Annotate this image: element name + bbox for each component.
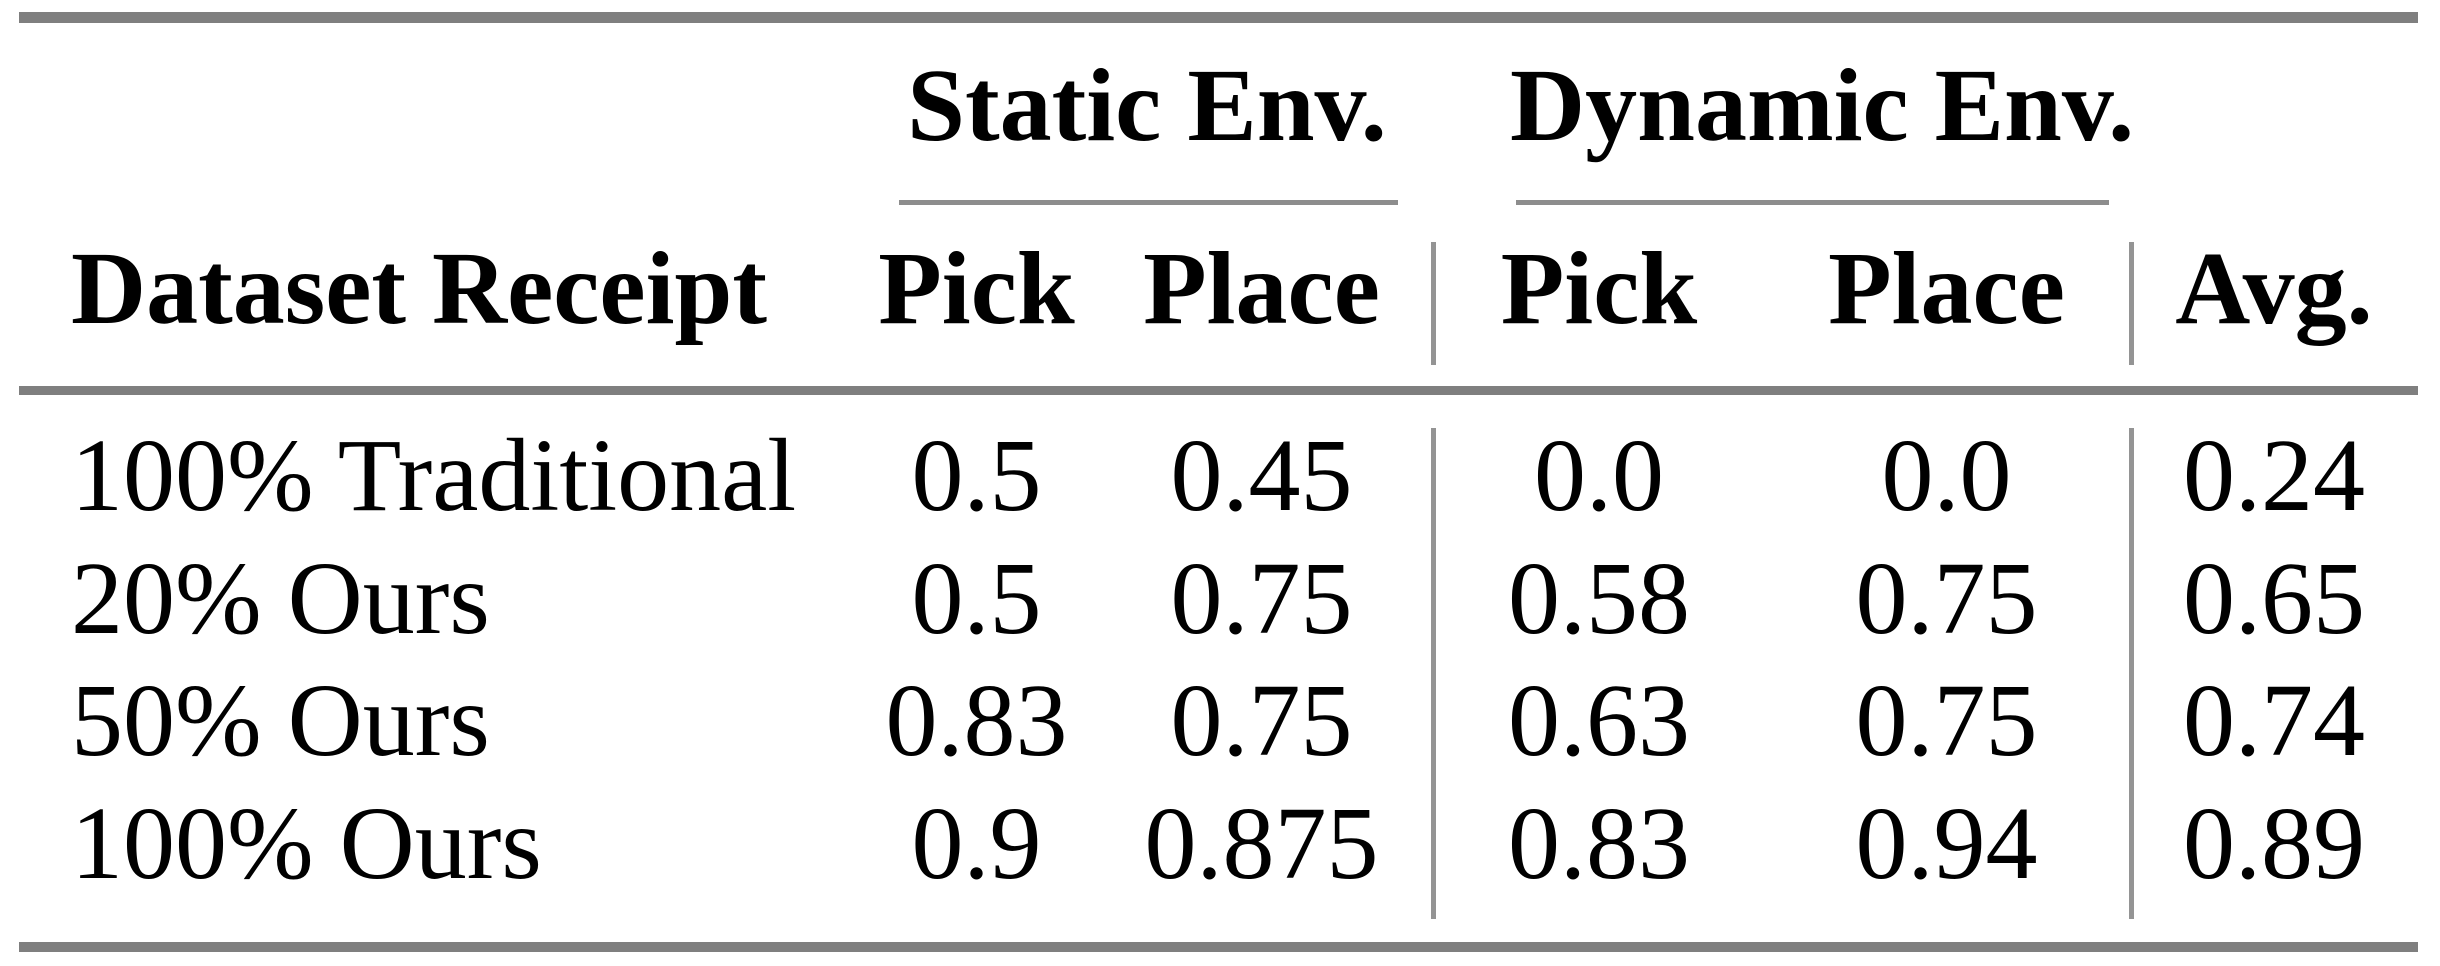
cell-static-pick: 0.5 xyxy=(911,541,1042,656)
cell-static-place: 0.75 xyxy=(1170,541,1353,656)
column-separator-header-1 xyxy=(1431,242,1436,365)
table-header-rule xyxy=(19,386,2418,395)
cell-static-pick: 0.5 xyxy=(911,418,1042,533)
col-header-pick-static: Pick xyxy=(878,231,1075,346)
cell-avg: 0.24 xyxy=(2183,418,2365,533)
cell-static-place: 0.875 xyxy=(1144,786,1379,901)
cell-static-pick: 0.9 xyxy=(911,786,1042,901)
col-header-avg: Avg. xyxy=(2175,231,2373,346)
col-header-place-dynamic: Place xyxy=(1828,231,2065,346)
row-label: 100% Ours xyxy=(71,786,542,901)
table-row: 20% Ours 0.5 0.75 0.58 0.75 0.65 xyxy=(19,547,2419,651)
cell-avg: 0.89 xyxy=(2183,786,2365,901)
cell-dynamic-place: 0.94 xyxy=(1855,786,2038,901)
table-top-rule xyxy=(19,12,2418,23)
cell-static-place: 0.45 xyxy=(1170,418,1353,533)
table-header-row: Dataset Receipt Pick Place Pick Place Av… xyxy=(19,237,2419,341)
row-label: 100% Traditional xyxy=(71,418,797,533)
table-row: 50% Ours 0.83 0.75 0.63 0.75 0.74 xyxy=(19,669,2419,773)
cell-dynamic-pick: 0.58 xyxy=(1508,541,1690,656)
cell-dynamic-place: 0.75 xyxy=(1855,541,2038,656)
cell-dynamic-place: 0.0 xyxy=(1881,418,2012,533)
cell-avg: 0.65 xyxy=(2183,541,2365,656)
row-label: 50% Ours xyxy=(71,663,490,778)
col-header-pick-dynamic: Pick xyxy=(1500,231,1698,346)
cell-static-pick: 0.83 xyxy=(885,663,1068,778)
column-separator-header-2 xyxy=(2129,242,2134,365)
row-label: 20% Ours xyxy=(71,541,490,656)
column-group-static-env: Static Env. xyxy=(907,48,1387,163)
column-separator-body-2 xyxy=(2129,428,2134,919)
table-bottom-rule xyxy=(19,942,2418,952)
column-group-dynamic-env: Dynamic Env. xyxy=(1510,48,2135,163)
cell-dynamic-pick: 0.0 xyxy=(1534,418,1664,533)
table-row: 100% Traditional 0.5 0.45 0.0 0.0 0.24 xyxy=(19,424,2419,528)
table-row: 100% Ours 0.9 0.875 0.83 0.94 0.89 xyxy=(19,792,2419,896)
col-header-dataset-receipt: Dataset Receipt xyxy=(71,231,767,346)
cell-avg: 0.74 xyxy=(2183,663,2365,778)
cell-static-place: 0.75 xyxy=(1170,663,1353,778)
col-header-place-static: Place xyxy=(1143,231,1380,346)
dynamic-env-underline xyxy=(1516,200,2109,205)
column-separator-body-1 xyxy=(1431,428,1436,919)
cell-dynamic-place: 0.75 xyxy=(1855,663,2038,778)
cell-dynamic-pick: 0.63 xyxy=(1508,663,1690,778)
cell-dynamic-pick: 0.83 xyxy=(1508,786,1690,901)
static-env-underline xyxy=(899,200,1398,205)
